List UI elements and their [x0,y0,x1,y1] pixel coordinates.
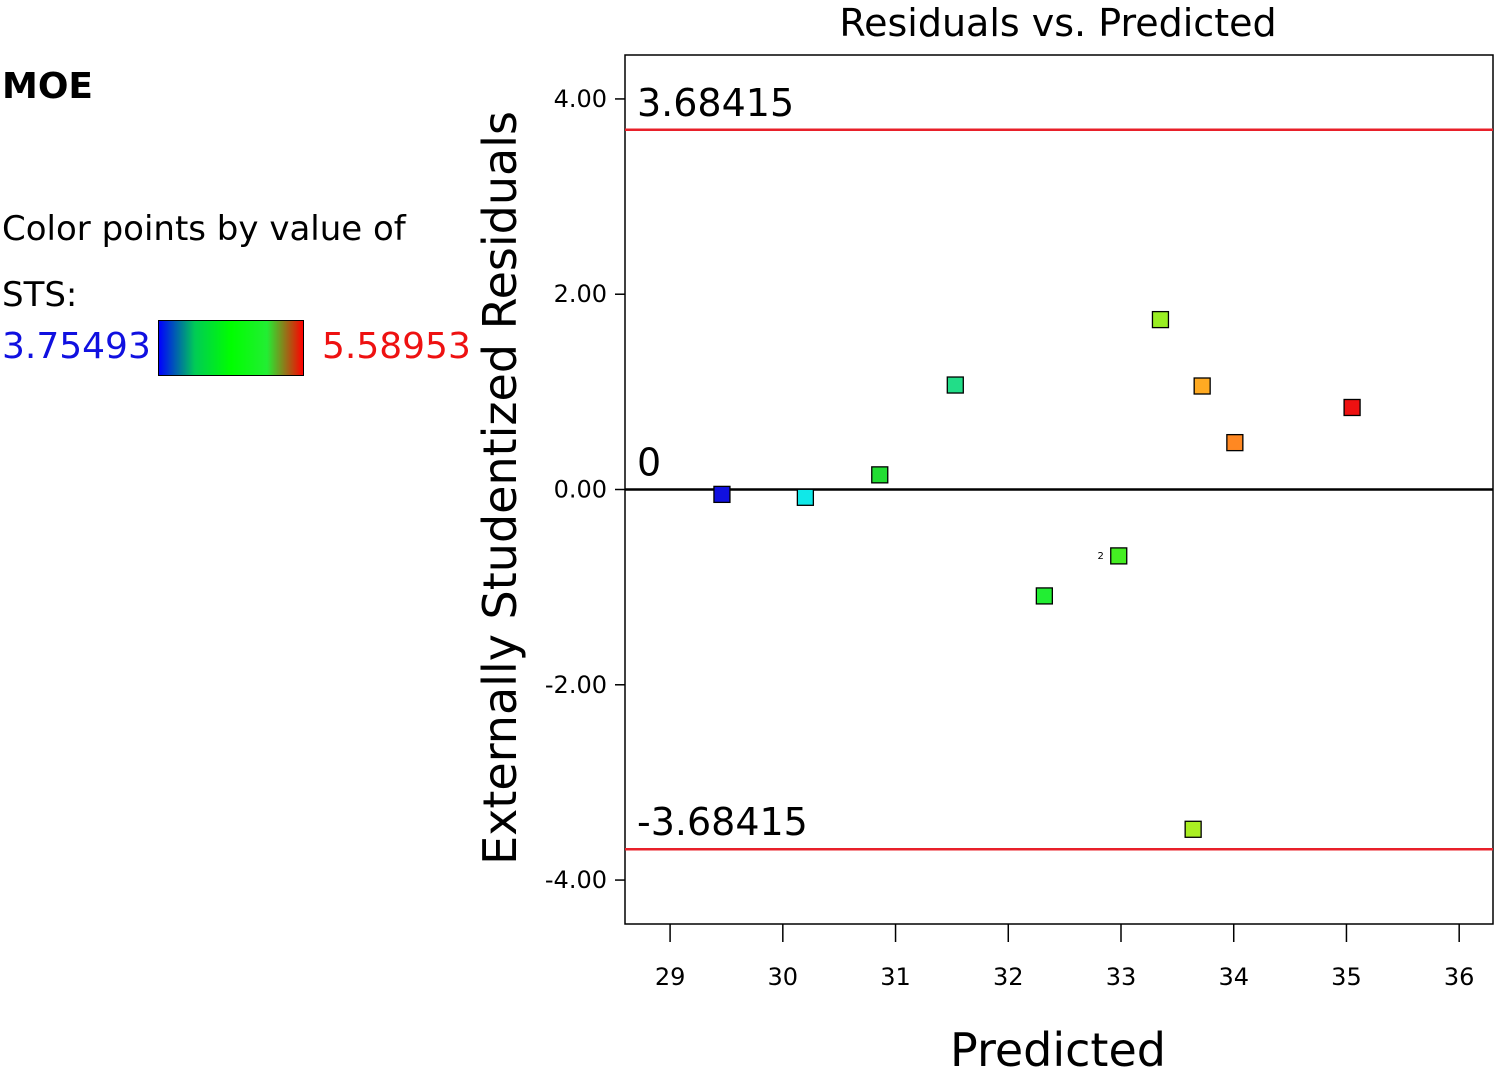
legend-max-label: 5.58953 [322,326,471,367]
x-tick-label: 35 [1331,963,1362,991]
data-point [1193,377,1211,395]
data-point [1226,433,1244,452]
y-tick-label: 4.00 [554,85,607,113]
data-point [1343,398,1361,417]
x-tick-label: 32 [993,963,1024,991]
data-point [1151,310,1170,329]
data-point [1035,587,1053,605]
data-point [796,488,815,506]
y-tick-label: -4.00 [545,866,607,894]
x-tick-label: 34 [1218,963,1249,991]
legend-color-gradient [158,320,304,376]
x-tick-label: 30 [768,963,799,991]
legend-description: Color points by value of STS: [2,209,406,315]
x-tick-label: 36 [1444,963,1475,991]
reference-line-label: -3.68415 [637,800,808,844]
reference-line-label: 0 [637,441,661,485]
data-point [946,376,964,394]
x-tick-label: 33 [1106,963,1137,991]
y-tick-label: 2.00 [554,280,607,308]
y-axis-title: Externally Studentized Residuals [473,111,527,865]
data-point [1184,820,1202,838]
data-point [1110,547,1128,565]
x-tick-label: 29 [655,963,686,991]
x-tick-label: 31 [880,963,911,991]
legend-title: MOE [2,66,94,107]
y-tick-label: -2.00 [545,671,607,699]
legend-min-label: 3.75493 [2,326,151,367]
point-count-label: 2 [1098,551,1104,562]
reference-line-label: 3.68415 [637,81,794,125]
data-point [871,466,889,484]
y-tick-label: 0.00 [554,476,607,504]
data-point [713,485,731,504]
x-axis-title: Predicted [950,1023,1166,1070]
chart-title: Residuals vs. Predicted [839,1,1276,45]
